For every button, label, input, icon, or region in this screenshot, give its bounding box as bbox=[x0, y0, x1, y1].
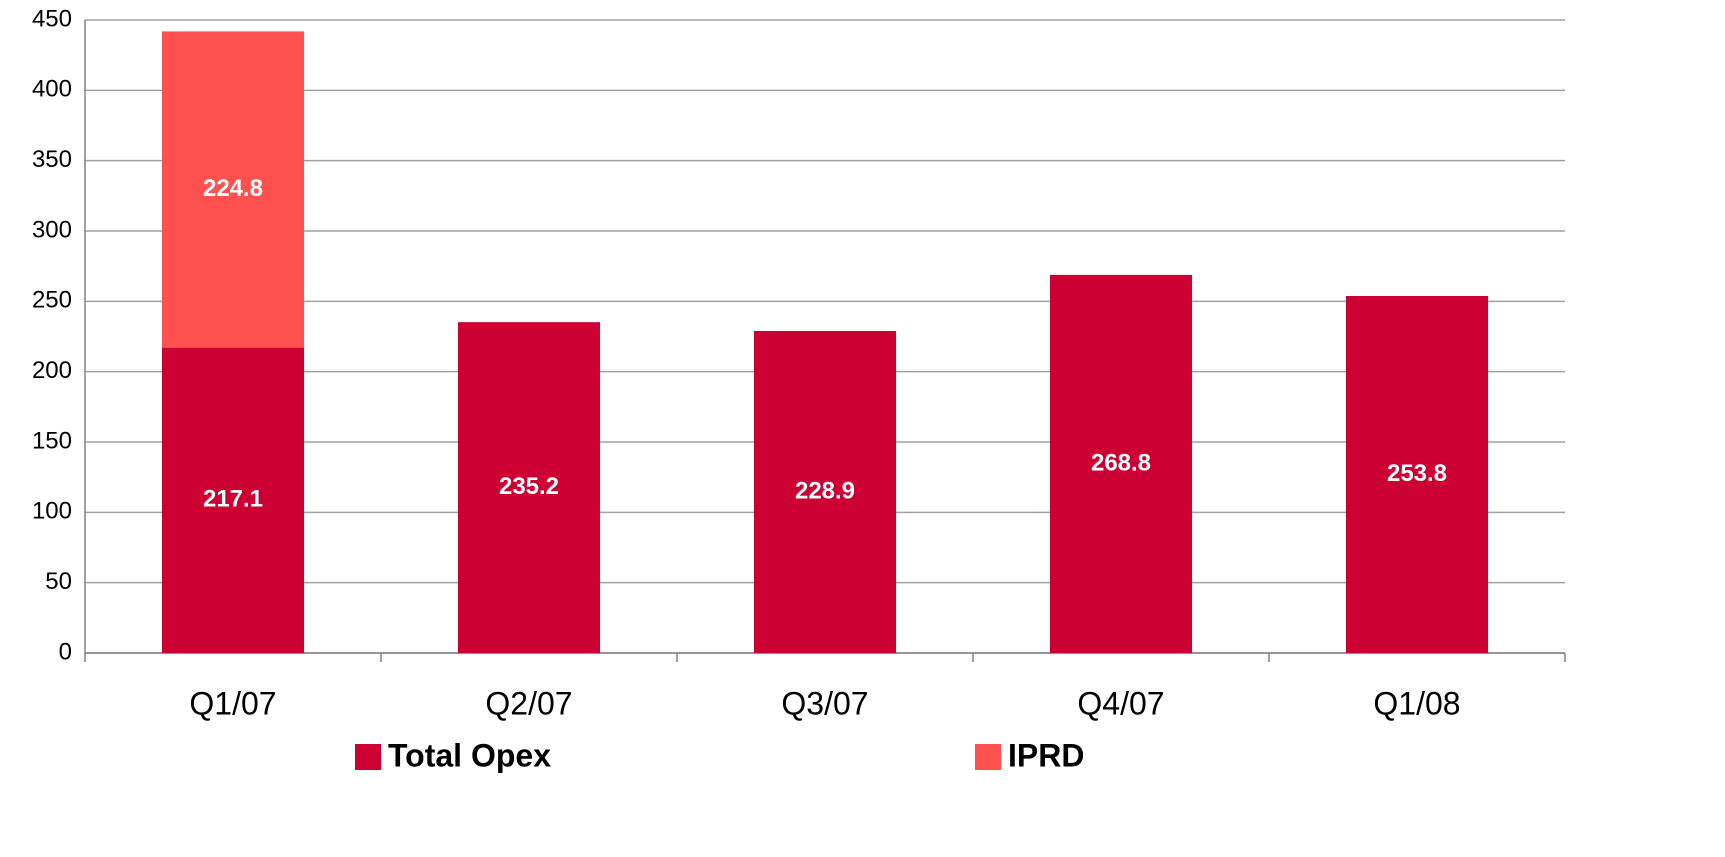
legend-swatch bbox=[355, 744, 381, 770]
bar-segment bbox=[1049, 274, 1193, 653]
y-tick-label: 300 bbox=[32, 216, 72, 243]
bar-segment bbox=[1345, 295, 1489, 653]
data-label: 253.8 bbox=[1387, 460, 1447, 487]
y-tick-label: 400 bbox=[32, 76, 72, 103]
y-tick-label: 450 bbox=[32, 5, 72, 32]
y-tick-label: 100 bbox=[32, 498, 72, 525]
legend-swatch bbox=[975, 744, 1001, 770]
data-label: 268.8 bbox=[1091, 449, 1151, 476]
x-tick-label: Q3/07 bbox=[781, 685, 868, 721]
y-tick-label: 50 bbox=[45, 568, 72, 595]
data-label: 217.1 bbox=[203, 486, 263, 513]
legend-label: Total Opex bbox=[388, 737, 551, 773]
data-label: 228.9 bbox=[795, 477, 855, 504]
y-tick-label: 0 bbox=[59, 638, 72, 665]
x-tick-label: Q1/07 bbox=[189, 685, 276, 721]
x-tick-label: Q4/07 bbox=[1077, 685, 1164, 721]
bar-segment bbox=[457, 322, 601, 653]
y-tick-label: 350 bbox=[32, 146, 72, 173]
bar-segment bbox=[753, 331, 897, 653]
y-tick-label: 200 bbox=[32, 357, 72, 384]
y-tick-label: 150 bbox=[32, 427, 72, 454]
bar-segment bbox=[161, 347, 305, 653]
data-label: 235.2 bbox=[499, 473, 559, 500]
x-tick-label: Q1/08 bbox=[1373, 685, 1460, 721]
y-tick-label: 250 bbox=[32, 287, 72, 314]
legend-label: IPRD bbox=[1008, 737, 1084, 773]
data-label: 224.8 bbox=[203, 175, 263, 202]
bar-segment bbox=[161, 31, 305, 348]
x-tick-label: Q2/07 bbox=[485, 685, 572, 721]
